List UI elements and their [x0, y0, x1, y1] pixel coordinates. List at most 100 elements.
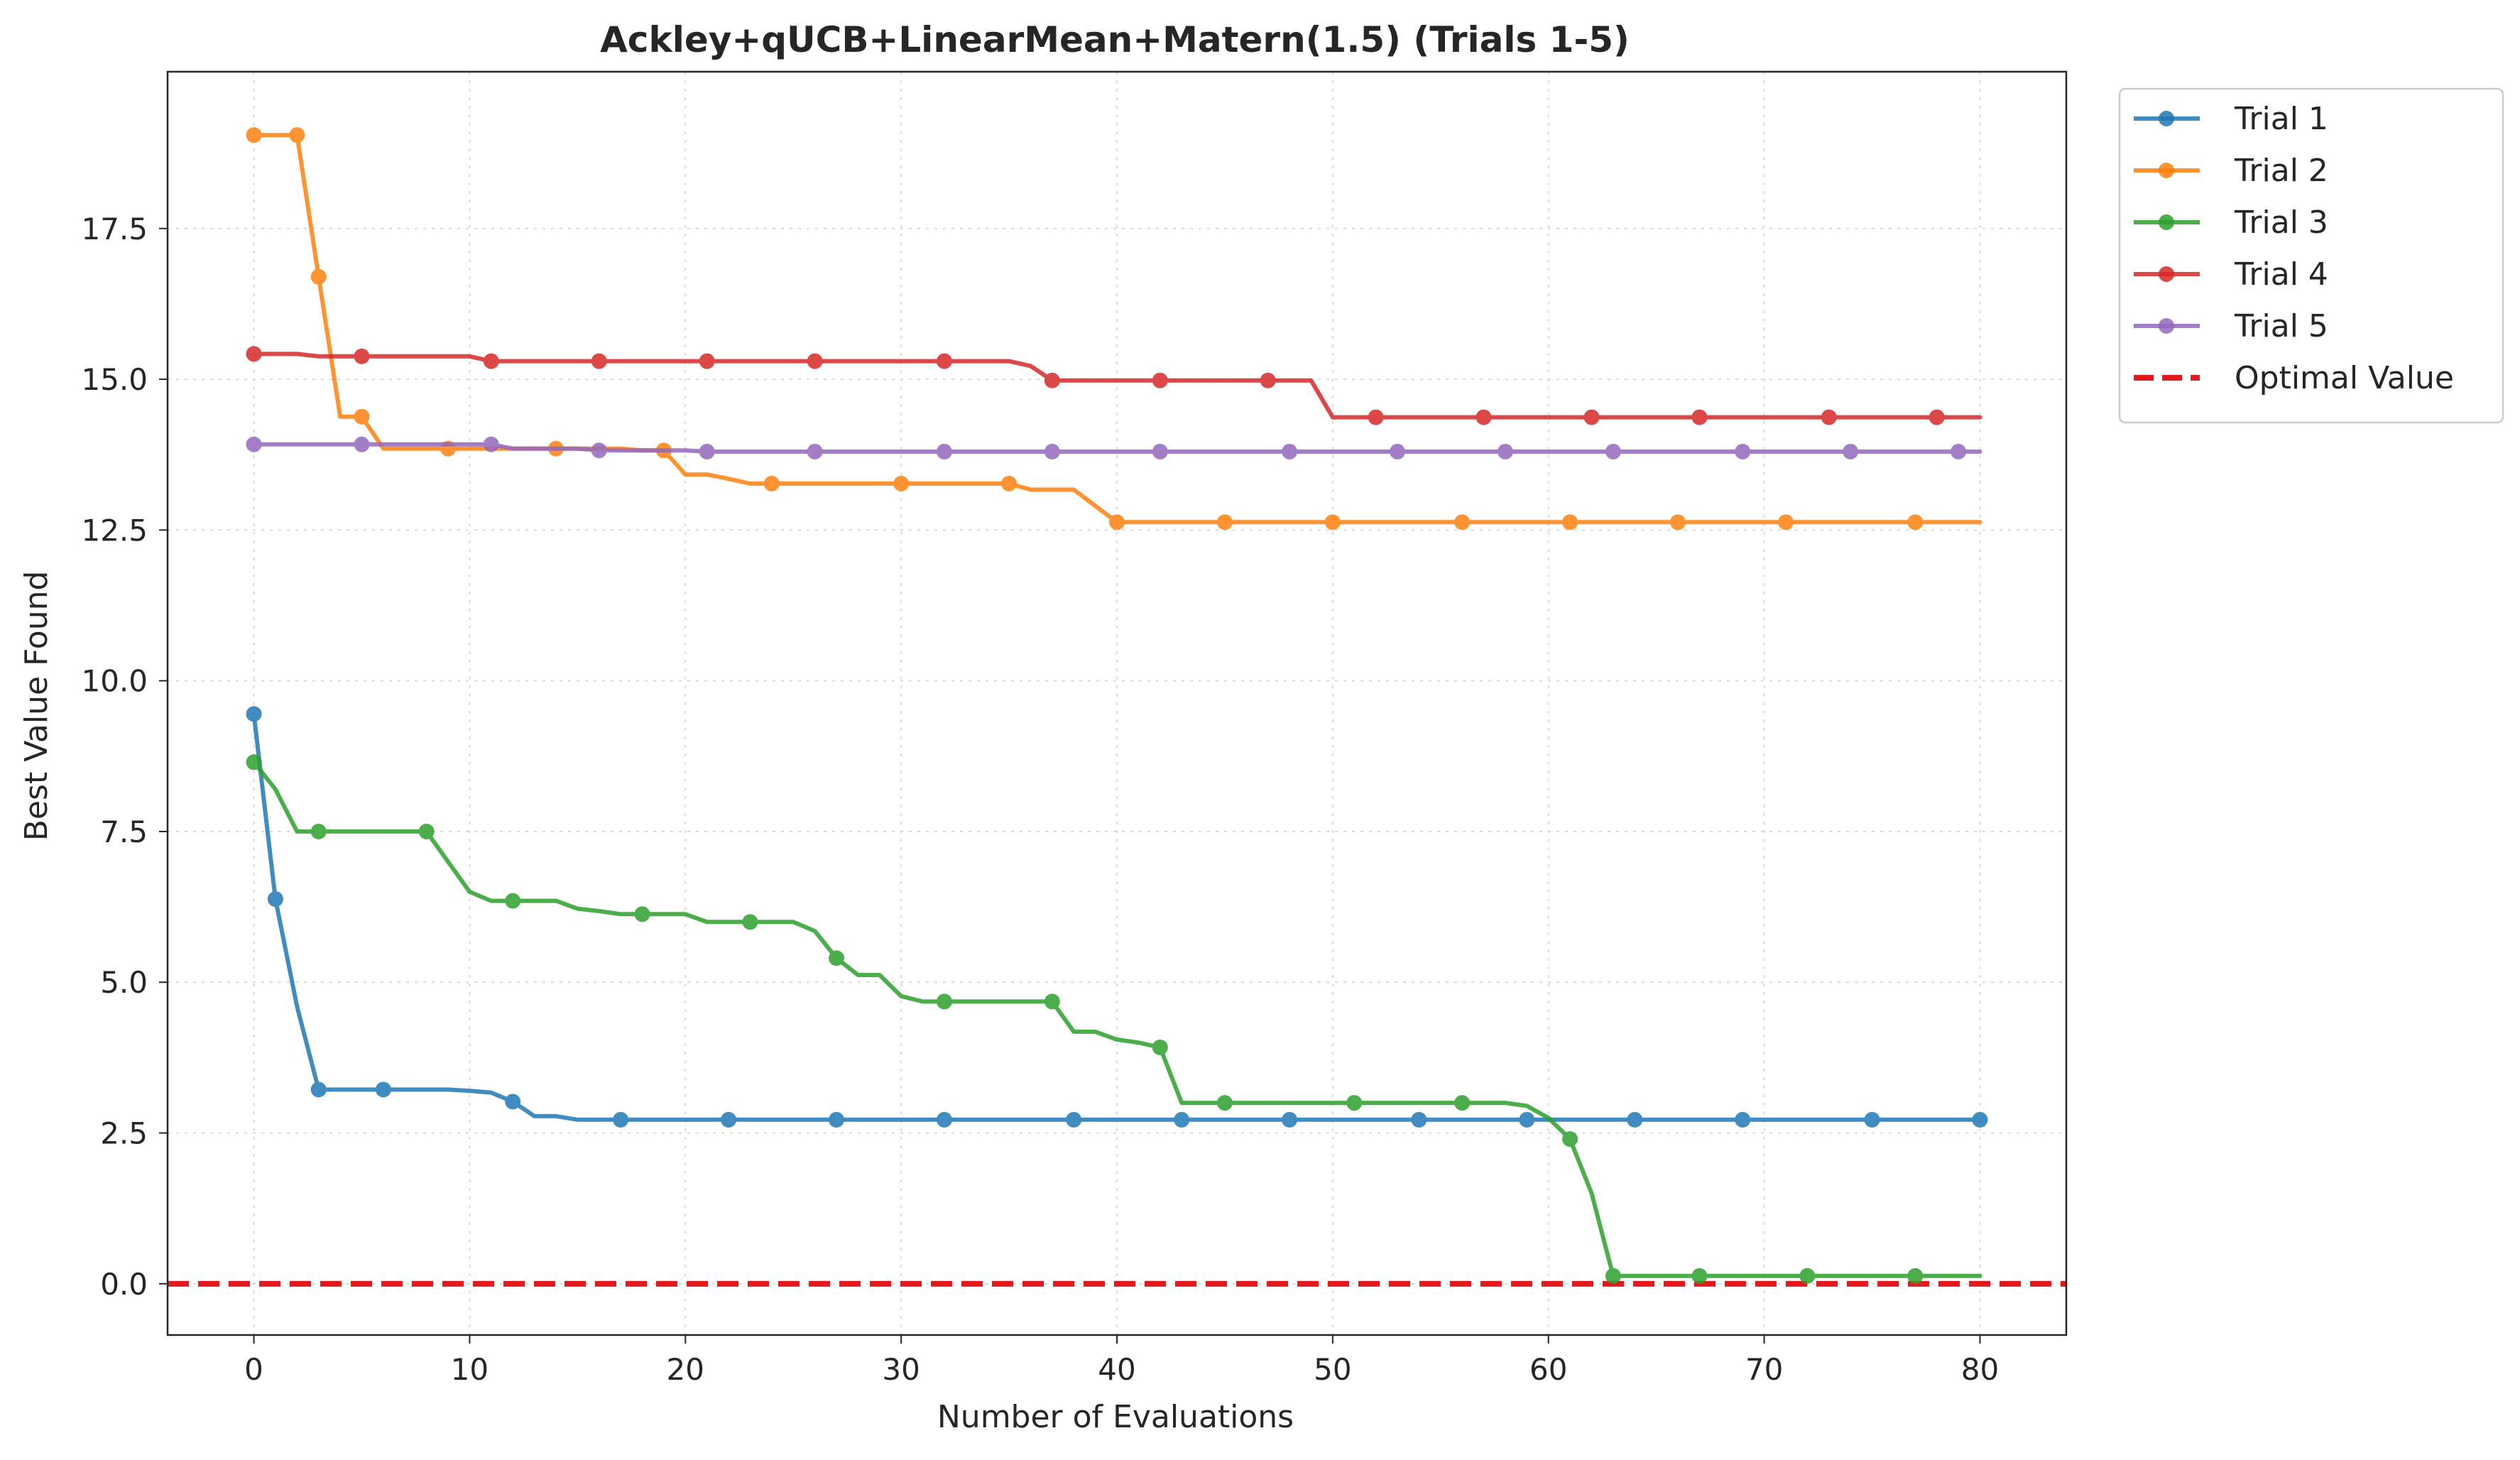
data-point: [354, 348, 370, 364]
data-point: [1864, 1111, 1880, 1128]
legend-item: Trial 1: [2134, 101, 2328, 137]
data-point: [1454, 514, 1471, 530]
data-point: [1044, 443, 1060, 459]
legend-marker: [2159, 111, 2174, 126]
legend-box: [2118, 87, 2504, 424]
x-tick-label: 60: [1529, 1352, 1567, 1387]
x-tick-label: 40: [1098, 1352, 1135, 1387]
data-point: [893, 475, 910, 491]
data-point: [591, 442, 607, 459]
legend-item: Optimal Value: [2134, 360, 2454, 396]
data-point: [505, 893, 521, 909]
data-point: [828, 950, 844, 966]
legend-item: Trial 3: [2134, 205, 2328, 241]
data-point: [936, 443, 952, 459]
series-trial-4: [246, 346, 1982, 425]
series-trial-1: [246, 706, 1988, 1128]
data-point: [483, 353, 499, 369]
y-tick-label: 12.5: [81, 513, 148, 548]
data-point: [1907, 1268, 1924, 1284]
legend-label: Trial 2: [2234, 153, 2328, 189]
data-point: [1691, 1268, 1708, 1284]
legend: Trial 1 Trial 2 Trial 3 Trial 4 Trial 5 Optim…: [2118, 87, 2504, 424]
data-point: [1044, 372, 1060, 388]
series-line: [251, 712, 1982, 1122]
series-line: [251, 442, 1982, 454]
data-point: [742, 914, 758, 930]
data-point: [1562, 1131, 1578, 1148]
data-point: [1001, 475, 1018, 491]
y-tick-label: 2.5: [100, 1116, 148, 1151]
data-point: [354, 436, 370, 452]
data-point: [1843, 443, 1859, 459]
data-point: [699, 443, 715, 459]
legend-label: Trial 3: [2234, 205, 2328, 241]
data-point: [246, 127, 262, 143]
data-point: [613, 1111, 629, 1128]
data-point: [1497, 443, 1513, 459]
legend-label: Trial 5: [2234, 308, 2328, 344]
data-point: [1735, 1111, 1751, 1128]
y-tick-label: 10.0: [81, 664, 148, 699]
data-point: [1799, 1268, 1816, 1284]
data-point: [1907, 514, 1924, 530]
data-point: [1152, 1039, 1168, 1055]
data-point: [699, 353, 715, 369]
data-point: [591, 353, 607, 369]
data-point: [1152, 443, 1168, 459]
data-point: [1735, 443, 1751, 459]
data-point: [1670, 514, 1686, 530]
data-point: [1324, 514, 1341, 530]
x-tick-label: 50: [1314, 1352, 1351, 1387]
data-point: [1605, 443, 1621, 459]
data-point: [354, 408, 370, 425]
legend-marker: [2159, 266, 2174, 282]
data-point: [310, 268, 327, 285]
data-point: [418, 823, 435, 839]
data-point: [807, 443, 823, 459]
data-point: [1152, 372, 1168, 388]
legend-marker: [2159, 214, 2174, 230]
y-tick-label: 0.0: [100, 1267, 148, 1302]
data-point: [1519, 1111, 1535, 1128]
data-point: [1282, 443, 1298, 459]
data-point: [763, 475, 780, 491]
data-point: [1821, 409, 1837, 425]
data-point: [1777, 514, 1794, 530]
data-point: [246, 346, 262, 362]
data-point: [246, 754, 262, 770]
data-point: [310, 1082, 327, 1098]
legend-label: Trial 4: [2234, 256, 2328, 293]
data-point: [1109, 514, 1125, 530]
data-point: [1951, 443, 1967, 459]
x-tick-label: 30: [882, 1352, 920, 1387]
legend-item: Trial 5: [2134, 308, 2328, 344]
data-point: [1605, 1268, 1621, 1284]
data-point: [1346, 1095, 1363, 1111]
data-point: [483, 436, 499, 452]
x-tick-label: 0: [244, 1352, 263, 1387]
x-tick-label: 80: [1961, 1352, 1999, 1387]
legend-label: Optimal Value: [2235, 360, 2454, 396]
data-point: [1066, 1111, 1082, 1128]
x-tick-label: 10: [451, 1352, 489, 1387]
data-point: [1476, 409, 1492, 425]
x-tick-label: 70: [1745, 1352, 1783, 1387]
y-tick-label: 17.5: [81, 212, 148, 246]
data-point: [1562, 514, 1578, 530]
series-trial-3: [246, 754, 1982, 1284]
data-point: [1583, 409, 1600, 425]
axis-ticks: 0 10 20 30 40 50 60 70 80 0.0 2.5 5.0 7.5 10.0 12.5 15.…: [81, 212, 1999, 1387]
data-point: [1411, 1111, 1427, 1128]
data-point: [634, 906, 650, 922]
data-point: [289, 127, 305, 143]
data-point: [1044, 993, 1060, 1010]
legend-label: Trial 1: [2234, 101, 2328, 137]
data-point: [267, 891, 283, 908]
data-point: [505, 1094, 521, 1110]
y-tick-label: 5.0: [100, 965, 148, 1000]
data-point: [828, 1111, 844, 1128]
data-point: [1216, 1095, 1233, 1111]
